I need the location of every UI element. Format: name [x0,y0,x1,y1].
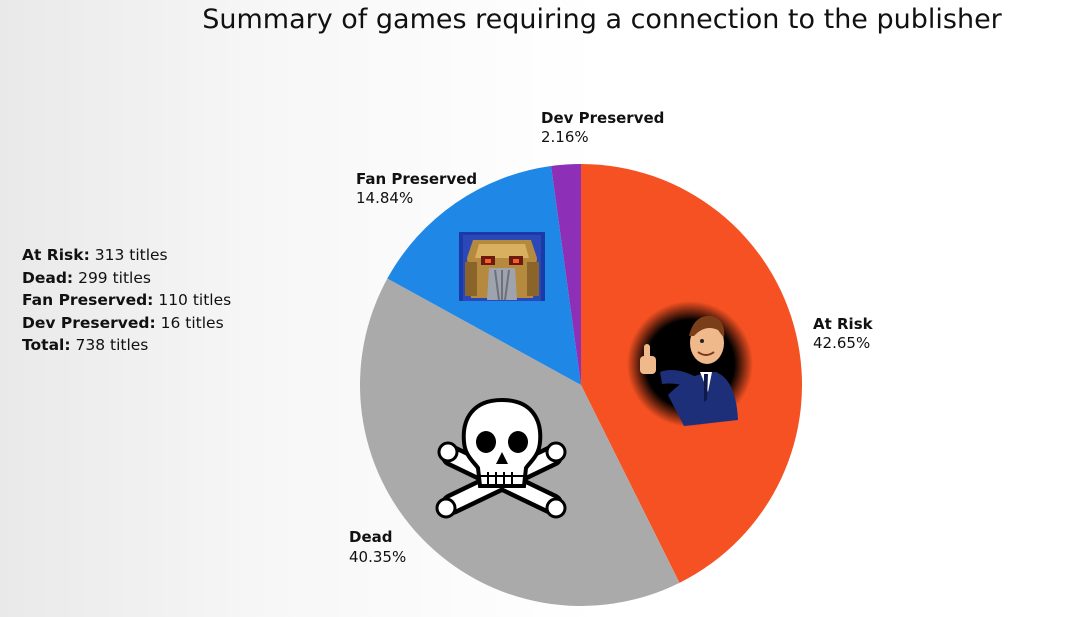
slice-name-dead: Dead [349,528,392,546]
stats-summary: At Risk: 313 titles Dead: 299 titles Fan… [22,244,231,357]
stat-label: Fan Preserved: [22,291,154,309]
skull-crossbones-icon [435,397,567,519]
stat-label: Dev Preserved: [22,313,156,332]
stat-row-at-risk: At Risk: 313 titles [22,244,231,267]
slice-label-fan-preserved: Fan Preserved 14.84% [356,170,477,207]
slice-label-dev-preserved: Dev Preserved 2.16% [541,109,664,146]
stat-label: Dead: [22,268,74,287]
stat-value: 110 titles [158,291,232,309]
thumbs-up-man-icon [627,301,753,427]
stat-row-fan-preserved: Fan Preserved: 110 titles [22,289,231,312]
slice-name-fan-preserved: Fan Preserved [356,170,477,188]
slice-pct-fan-preserved: 14.84% [356,189,413,207]
stat-value: 16 titles [160,313,224,332]
stat-value: 738 titles [75,336,149,354]
slice-pct-at-risk: 42.65% [813,334,870,352]
pie-slice-dev-preserved [551,164,581,385]
slice-label-at-risk: At Risk 42.65% [813,315,874,352]
stat-value: 313 titles [94,246,168,264]
stat-value: 299 titles [78,268,151,287]
stat-label: At Risk: [22,246,90,264]
chart-title: Summary of games requiring a connection … [202,4,1002,35]
stat-row-total: Total: 738 titles [22,334,231,357]
stat-row-dead: Dead: 299 titles [22,267,231,290]
stone-face-game-icon [459,232,545,301]
slice-label-dead: Dead 40.35% [349,528,406,566]
slice-pct-dead: 40.35% [349,548,406,566]
slice-pct-dev-preserved: 2.16% [541,128,589,146]
stat-row-dev-preserved: Dev Preserved: 16 titles [22,312,231,335]
slice-name-dev-preserved: Dev Preserved [541,109,664,127]
stat-label: Total: [22,336,71,354]
slice-name-at-risk: At Risk [813,315,874,333]
